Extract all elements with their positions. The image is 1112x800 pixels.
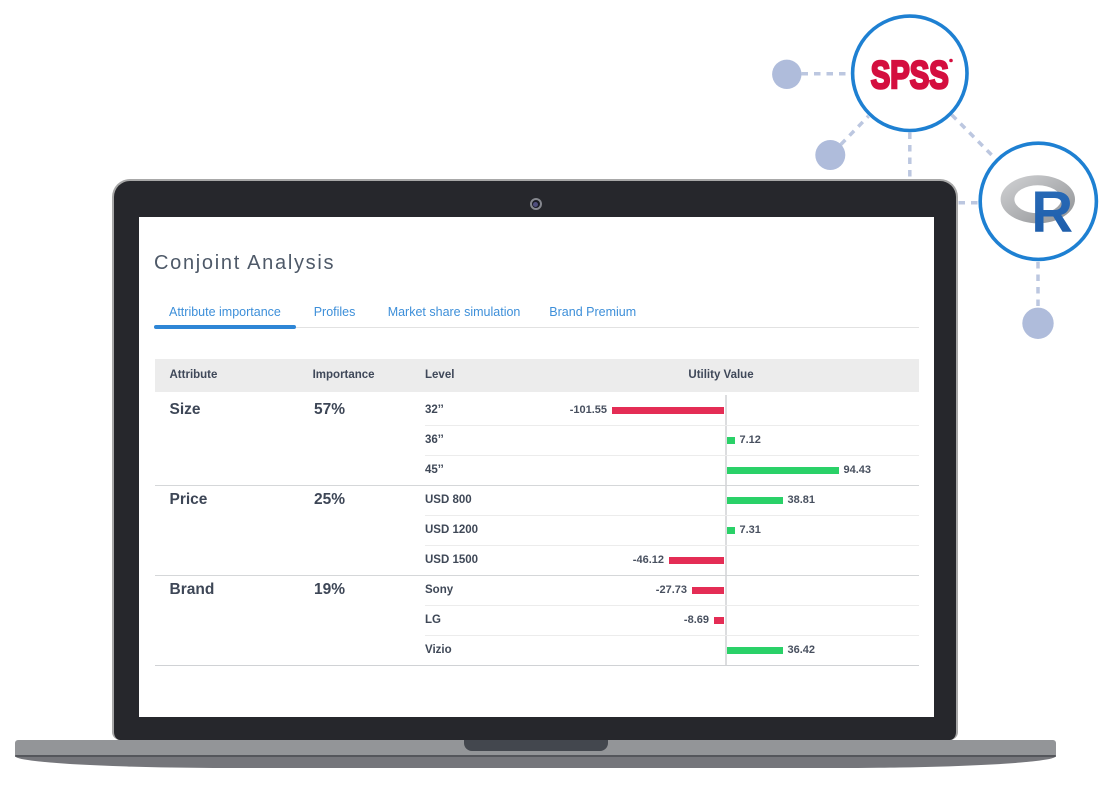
svg-text:R: R xyxy=(1031,180,1073,245)
svg-text:SPSS: SPSS xyxy=(871,54,949,97)
